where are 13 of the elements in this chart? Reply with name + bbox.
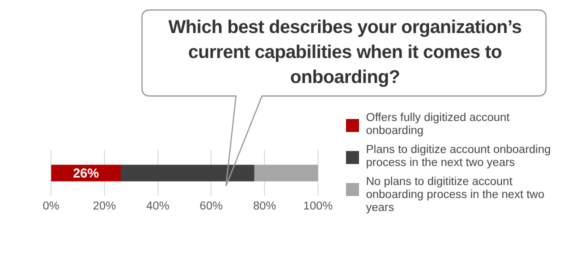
legend-label: Plans to digitize account onboarding process in the next two years xyxy=(366,144,552,170)
x-tick-label: 40% xyxy=(146,200,170,212)
x-tick-label: 20% xyxy=(92,200,116,212)
x-tick-label: 100% xyxy=(303,200,333,212)
legend-label: Offers fully digitized account onboarding xyxy=(366,112,511,138)
data-label: 26% xyxy=(72,166,100,181)
chart-title: Which best describes your organization’s current capabilities when it comes to onboarding? xyxy=(167,15,523,89)
legend-label: No plans to digititize account onboarding process in the next two years xyxy=(366,176,546,215)
bar xyxy=(254,164,318,182)
x-tick-label: 80% xyxy=(253,200,276,212)
bar xyxy=(120,164,254,182)
x-tick-label: 0% xyxy=(42,200,60,212)
x-tick-label: 60% xyxy=(200,200,223,212)
